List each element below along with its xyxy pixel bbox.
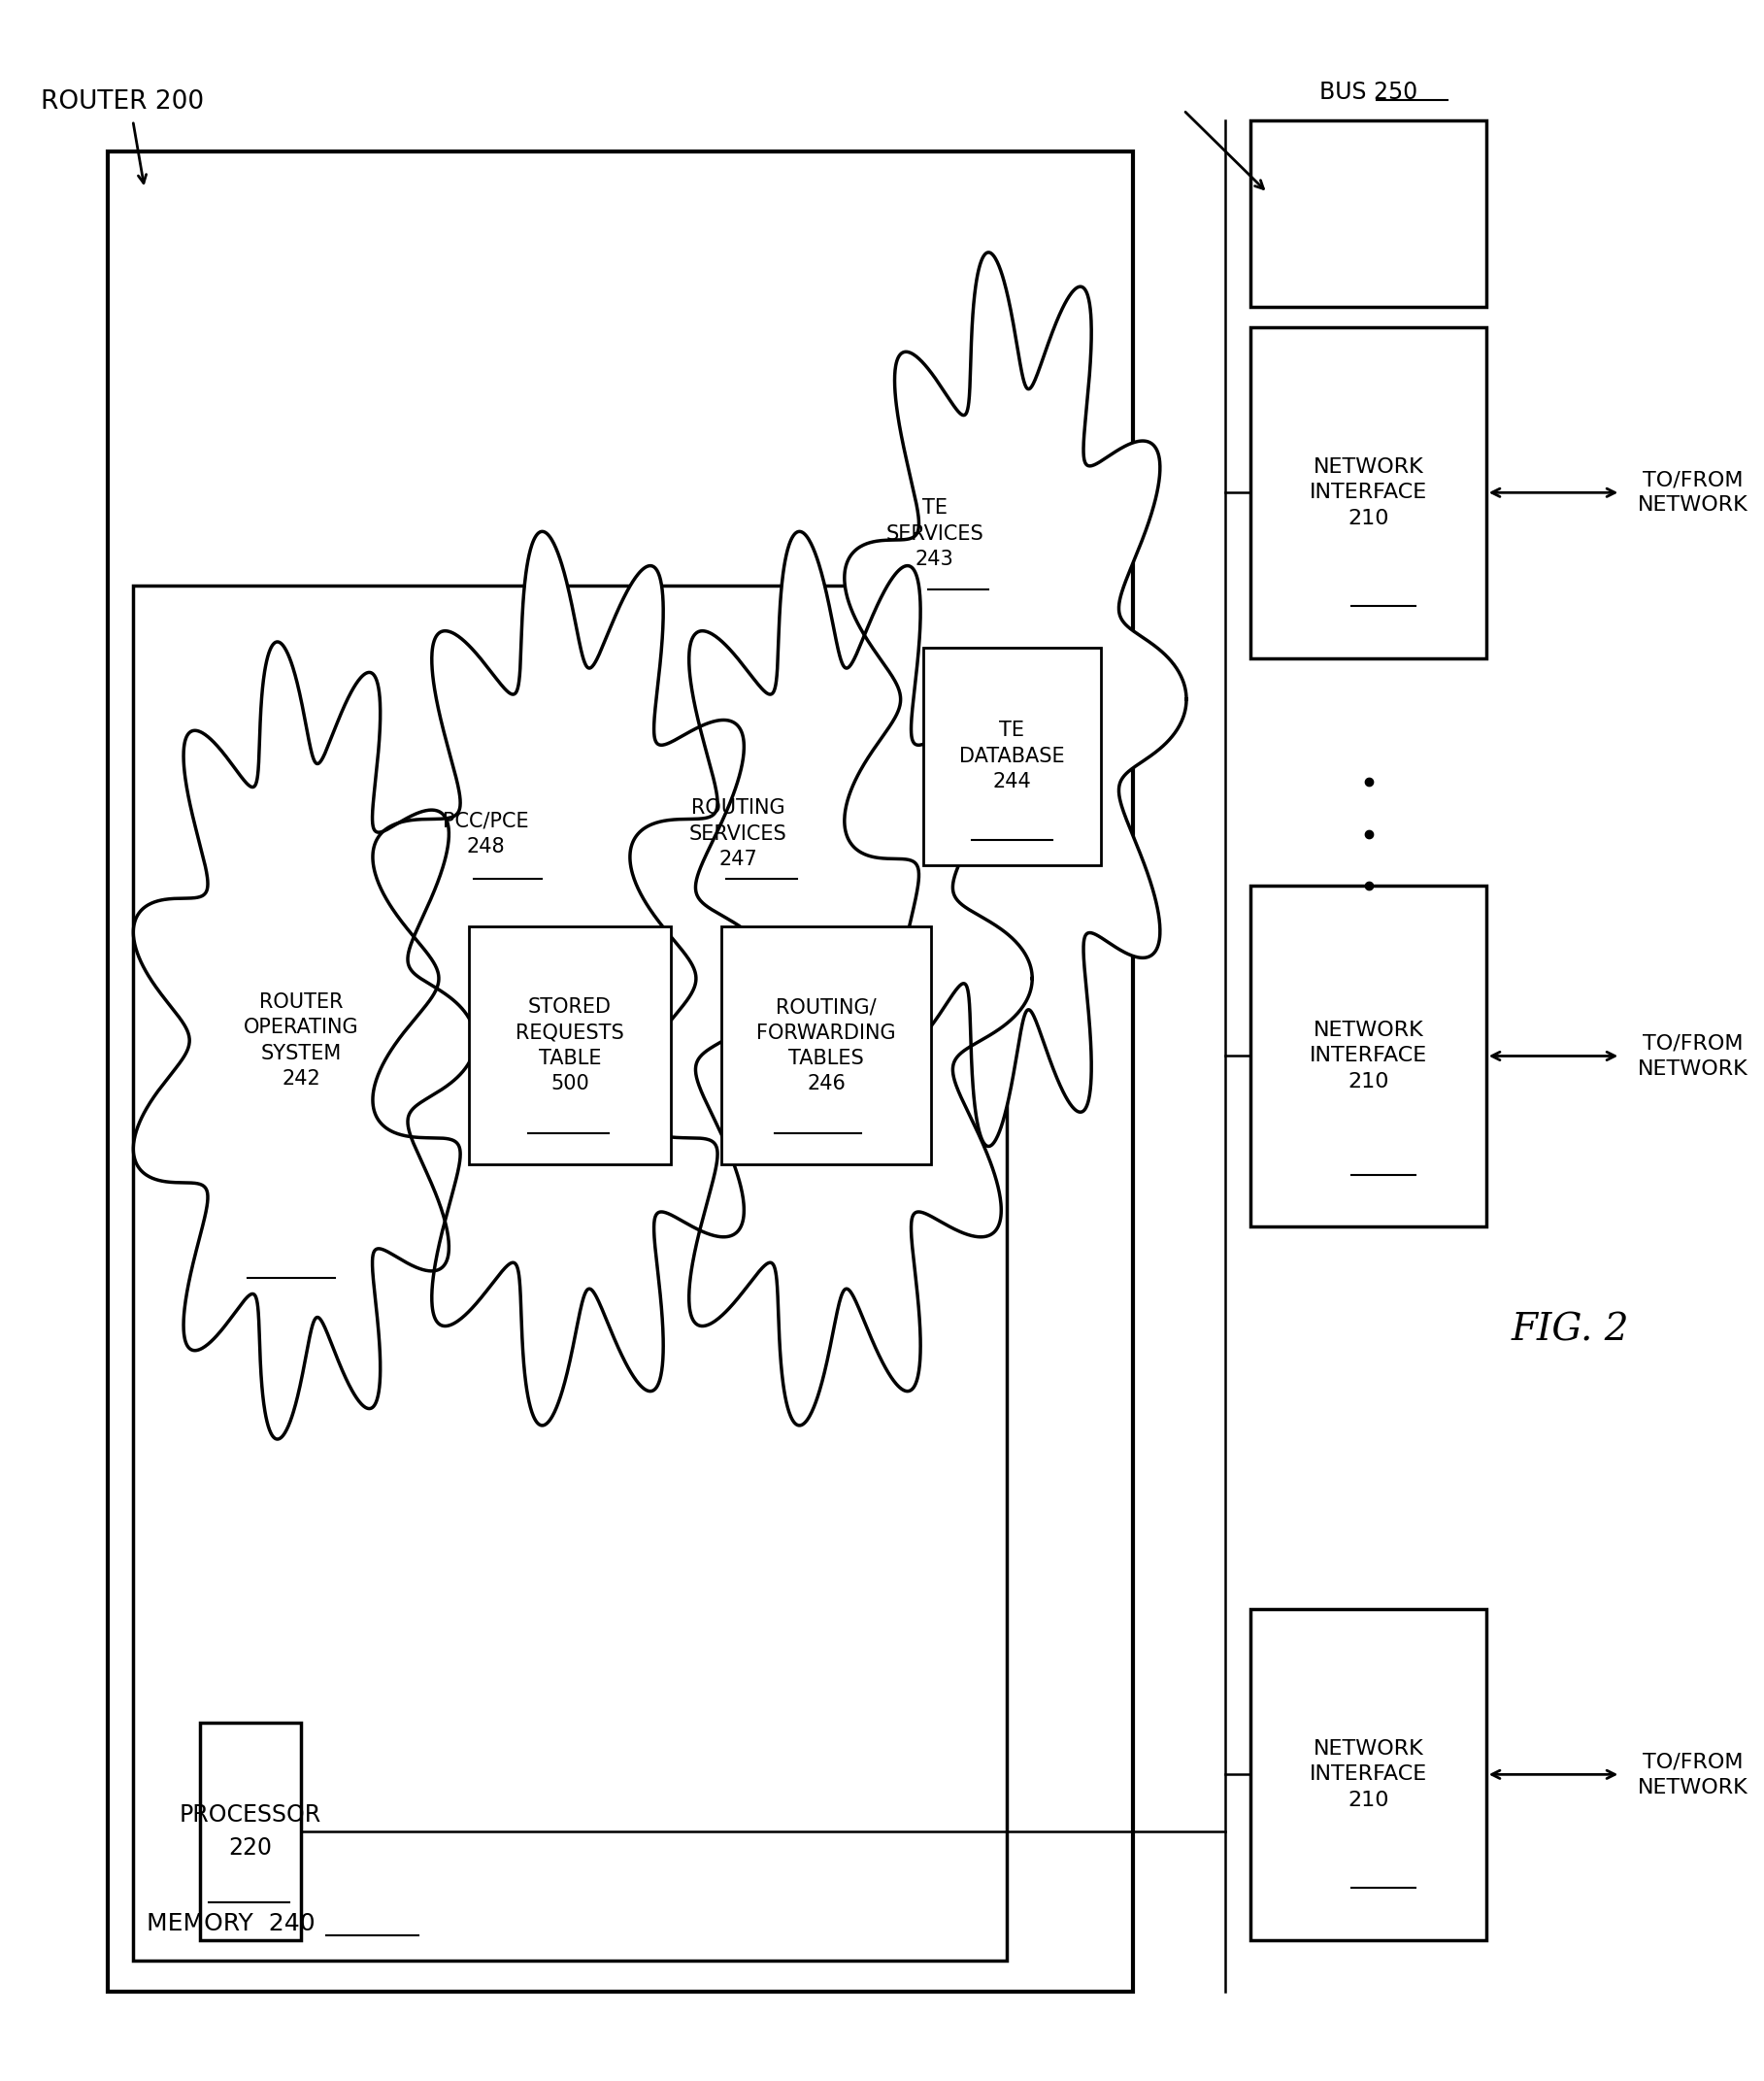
Text: FIG. 2: FIG. 2 bbox=[1512, 1311, 1630, 1348]
Text: ROUTING
SERVICES
247: ROUTING SERVICES 247 bbox=[690, 799, 787, 870]
Text: TO/FROM
NETWORK: TO/FROM NETWORK bbox=[1637, 1752, 1748, 1798]
Text: NETWORK
INTERFACE
210: NETWORK INTERFACE 210 bbox=[1309, 458, 1427, 529]
Bar bbox=[1251, 884, 1485, 1226]
Text: NETWORK
INTERFACE
210: NETWORK INTERFACE 210 bbox=[1309, 1020, 1427, 1090]
Bar bbox=[199, 1723, 302, 1939]
Bar bbox=[108, 152, 1132, 1992]
Text: PCC/PCE
248: PCC/PCE 248 bbox=[443, 812, 529, 855]
Text: MEMORY  240: MEMORY 240 bbox=[146, 1912, 314, 1935]
Bar bbox=[721, 926, 931, 1165]
Bar bbox=[469, 926, 670, 1165]
Text: TO/FROM
NETWORK: TO/FROM NETWORK bbox=[1637, 1034, 1748, 1078]
Text: TO/FROM
NETWORK: TO/FROM NETWORK bbox=[1637, 470, 1748, 516]
Polygon shape bbox=[372, 531, 774, 1425]
Text: BUS 250: BUS 250 bbox=[1319, 81, 1418, 104]
Bar bbox=[923, 647, 1101, 866]
Bar bbox=[1251, 327, 1485, 658]
Polygon shape bbox=[134, 641, 475, 1440]
Text: PROCESSOR
220: PROCESSOR 220 bbox=[180, 1804, 321, 1858]
Polygon shape bbox=[845, 252, 1187, 1147]
Text: ROUTER 200: ROUTER 200 bbox=[41, 89, 203, 114]
Bar bbox=[1251, 121, 1485, 306]
Text: TE
DATABASE
244: TE DATABASE 244 bbox=[960, 720, 1065, 791]
Text: ROUTING/
FORWARDING
TABLES
246: ROUTING/ FORWARDING TABLES 246 bbox=[757, 997, 896, 1095]
Text: ROUTER
OPERATING
SYSTEM
242: ROUTER OPERATING SYSTEM 242 bbox=[243, 993, 358, 1088]
Bar bbox=[132, 585, 1007, 1960]
Text: NETWORK
INTERFACE
210: NETWORK INTERFACE 210 bbox=[1309, 1740, 1427, 1810]
Text: TE
SERVICES
243: TE SERVICES 243 bbox=[886, 499, 984, 570]
Bar bbox=[1251, 1609, 1485, 1939]
Text: STORED
REQUESTS
TABLE
500: STORED REQUESTS TABLE 500 bbox=[515, 997, 624, 1095]
Polygon shape bbox=[630, 531, 1032, 1425]
